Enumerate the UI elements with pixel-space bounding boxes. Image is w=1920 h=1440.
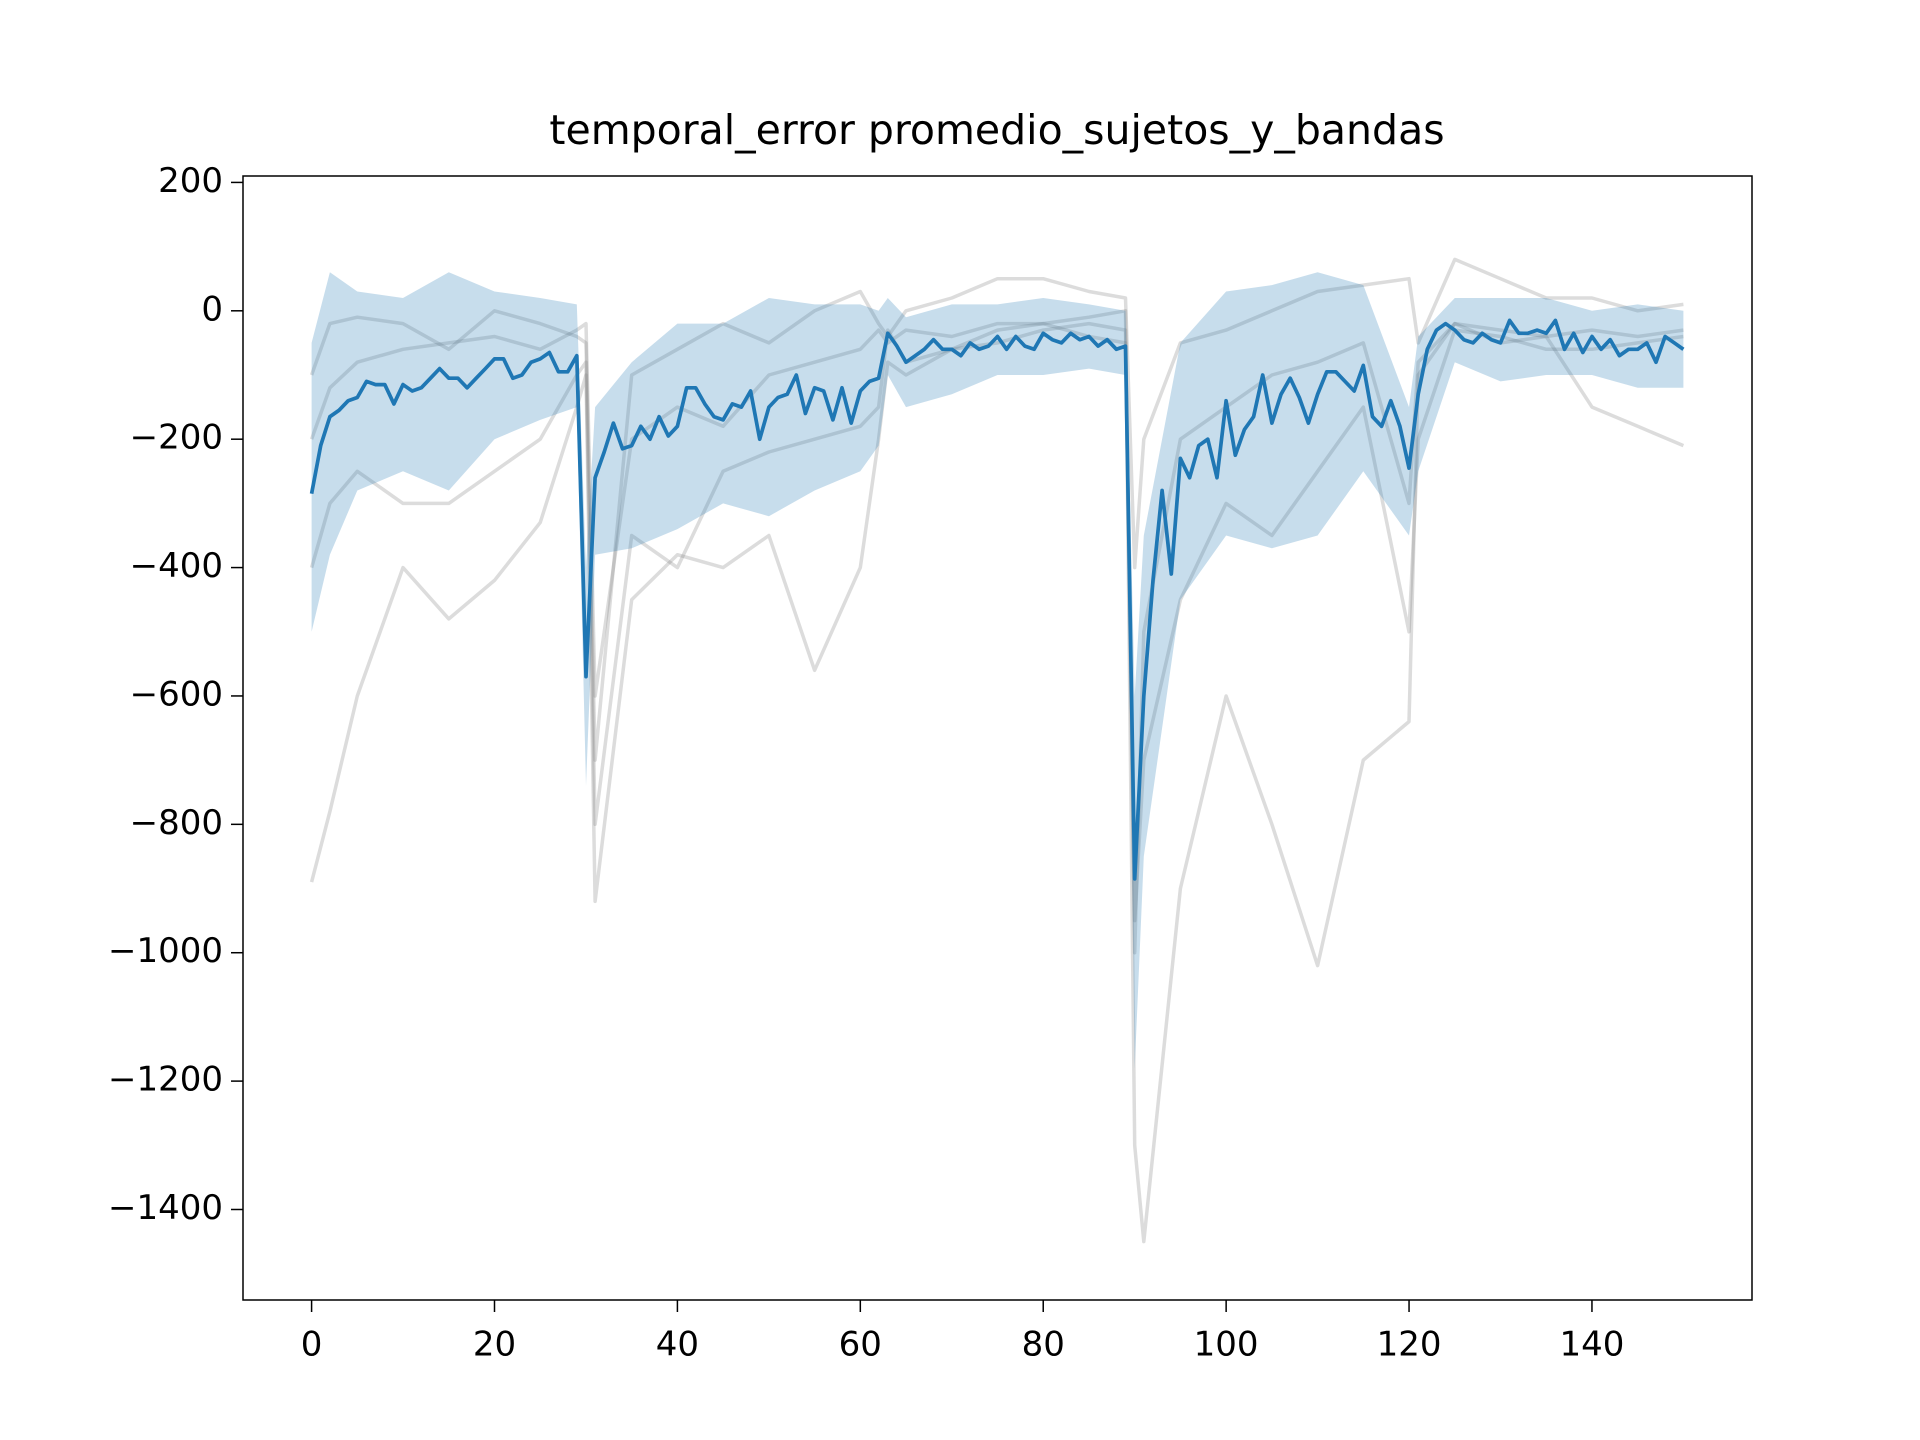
y-tick-label: −800 xyxy=(130,803,223,843)
x-tick-label: 80 xyxy=(1022,1325,1065,1365)
y-tick-label: −1200 xyxy=(108,1060,223,1100)
subject-line xyxy=(309,257,1684,762)
y-tick-label: −1000 xyxy=(108,931,223,971)
x-tick-label: 60 xyxy=(839,1325,882,1365)
error-band xyxy=(311,272,1684,1069)
x-tick-label: 40 xyxy=(656,1325,699,1365)
y-tick-label: 200 xyxy=(158,161,223,201)
chart-title: temporal_error promedio_sujetos_y_bandas xyxy=(549,106,1444,154)
plot-frame xyxy=(242,175,1753,1301)
y-tick-label: −200 xyxy=(130,418,223,458)
x-tick-label: 0 xyxy=(301,1325,323,1365)
y-tick-label: −400 xyxy=(130,546,223,586)
x-tick-label: 20 xyxy=(473,1325,516,1365)
y-tick-label: −600 xyxy=(130,674,223,714)
y-tick-label: 0 xyxy=(201,289,223,329)
mean-line xyxy=(309,318,1685,881)
subject-line xyxy=(309,309,1685,1244)
y-tick-label: −1400 xyxy=(108,1188,223,1228)
x-tick-label: 140 xyxy=(1560,1325,1625,1365)
x-tick-label: 120 xyxy=(1377,1325,1442,1365)
x-tick-label: 100 xyxy=(1194,1325,1259,1365)
